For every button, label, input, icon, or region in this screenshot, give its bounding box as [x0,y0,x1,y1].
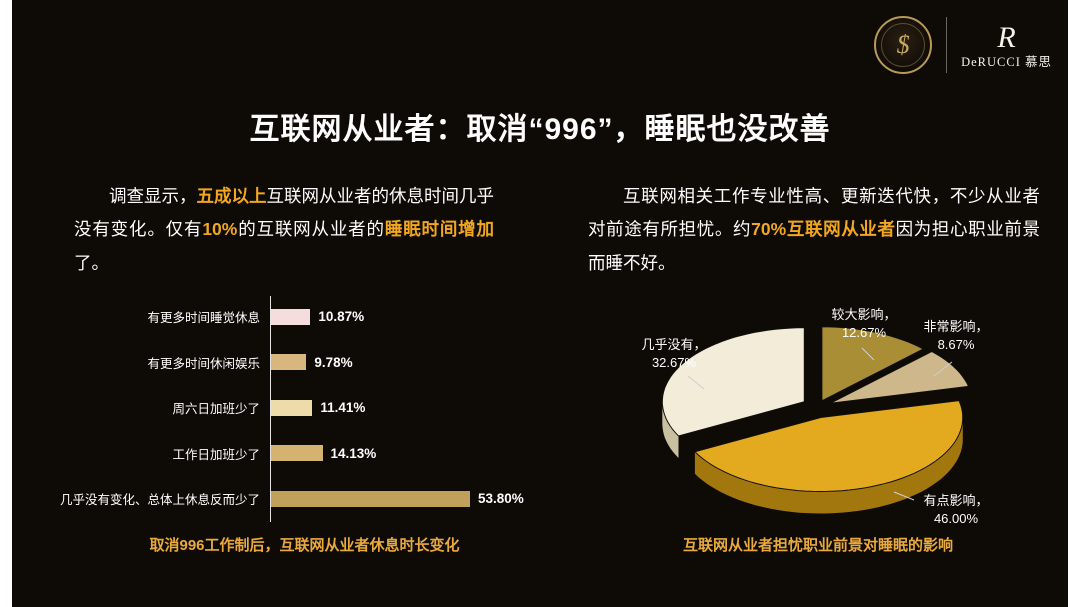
bar-row: 有更多时间睡觉休息 10.87% [60,294,565,340]
bar-value-label: 11.41% [320,400,366,416]
pie-label-text: 非常影响， [923,319,989,334]
pie-leader-line [933,361,953,377]
pie-chart: 较大影响， 12.67% 非常影响， 8.67% 几乎没有， 32.67% 有点… [578,296,1058,531]
bar-track: 14.13% [270,445,377,462]
highlighted-text: 睡眠时间增加 [384,219,495,240]
derucci-logo: R DeRUCCI 慕思 [961,21,1052,70]
bar-fill [270,490,470,507]
pie-slice [830,350,970,404]
pie-label-text: 较大影响， [831,307,897,322]
pie-label: 较大影响， 12.67% [816,306,912,341]
highlighted-text: 五成以上 [196,186,267,206]
slide-title: 互联网从业者：取消“996”，睡眠也没改善 [249,113,831,146]
bar-fill [270,354,307,371]
seal-monogram-icon: $ [896,30,910,59]
pie-label: 有点影响， 46.00% [908,492,1004,527]
logo-area: $ R DeRUCCI 慕思 [874,12,1052,78]
bar-value-label: 53.80% [478,491,524,507]
pie-slice [693,400,964,493]
derucci-wordmark: DeRUCCI 慕思 [961,54,1052,69]
highlighted-text: 10% [202,219,238,240]
bar-chart: 有更多时间睡觉休息 10.87% 有更多时间休闲娱乐 9.78% 周六日加班少了 11.4… [60,294,565,524]
bar-category-label: 周六日加班少了 [172,402,260,417]
bar-row: 几乎没有变化、总体上休息反而少了 53.80% [60,476,565,522]
bar-value-label: 10.87% [318,309,365,325]
highlighted-text: 70%互联网从业者 [751,219,896,240]
pie-leader-line [687,375,705,390]
bar-category-label: 几乎没有变化、总体上休息反而少了 [60,493,261,508]
pie-slice-side [662,401,679,458]
pie-label-value: 8.67% [937,336,975,352]
bar-row: 周六日加班少了 11.41% [60,385,565,431]
bar-fill [270,308,311,325]
right-paragraph: 互联网相关工作专业性高、更新迭代快，不少从业者对前途有所担忧。约70%互联网从业… [588,180,1040,280]
pie-chart-canvas [661,326,970,514]
body-text: 调查显示， [109,186,197,206]
pie-label-value: 46.00% [933,510,979,526]
pie-label-text: 有点影响， [923,493,989,508]
bar-row: 工作日加班少了 14.13% [60,431,565,477]
bar-value-label: 14.13% [330,445,377,461]
pie-slice [661,327,805,437]
bar-row: 有更多时间休闲娱乐 9.78% [60,340,565,386]
bar-category-label: 有更多时间睡觉休息 [147,311,260,326]
bar-track: 53.80% [270,490,524,507]
body-text: 互联网从业者的休息时间几乎没有变化。仅有 [74,186,494,240]
pie-label-text: 几乎没有， [641,337,707,352]
bar-value-label: 9.78% [314,354,353,370]
bar-category-label: 工作日加班少了 [172,447,260,462]
sleep-society-seal-icon: $ [874,16,933,74]
pie-chart-caption: 互联网从业者担忧职业前景对睡眠的影响 [682,537,953,554]
pie-leader-line [861,347,875,361]
left-paragraph: 调查显示，五成以上互联网从业者的休息时间几乎没有变化。仅有10%的互联网从业者的… [74,180,494,280]
pie-label: 几乎没有， 32.67% [626,336,722,371]
logo-divider [946,17,948,73]
pie-label-value: 32.67% [651,354,697,370]
bar-track: 9.78% [270,354,353,371]
bar-track: 11.41% [270,399,366,416]
pie-slice-side [694,417,963,514]
body-text: 了。 [74,252,109,273]
bar-chart-caption: 取消996工作制后，互联网从业者休息时长变化 [149,537,460,554]
bar-track: 10.87% [270,308,365,325]
pie-leader-line [893,491,915,501]
body-text: 因为担心职业前景而睡不好。 [588,219,1041,273]
body-text: 的互联网从业者的 [237,219,385,240]
derucci-monogram-icon: R [997,20,1016,54]
body-text: 互联网相关工作专业性高、更新迭代快，不少从业者对前途有所担忧。约 [588,186,1040,240]
pie-label: 非常影响， 8.67% [908,318,1004,353]
bar-fill [270,445,323,462]
pie-label-value: 12.67% [841,324,887,340]
bar-chart-rows: 有更多时间睡觉休息 10.87% 有更多时间休闲娱乐 9.78% 周六日加班少了 11.4… [60,294,565,522]
bar-category-label: 有更多时间休闲娱乐 [147,356,260,371]
bar-fill [270,399,313,416]
slide-canvas: $ R DeRUCCI 慕思 互联网从业者：取消“996”，睡眠也没改善 调查显… [12,0,1068,607]
pie-slice [821,326,925,402]
bar-chart-axis [270,296,271,522]
